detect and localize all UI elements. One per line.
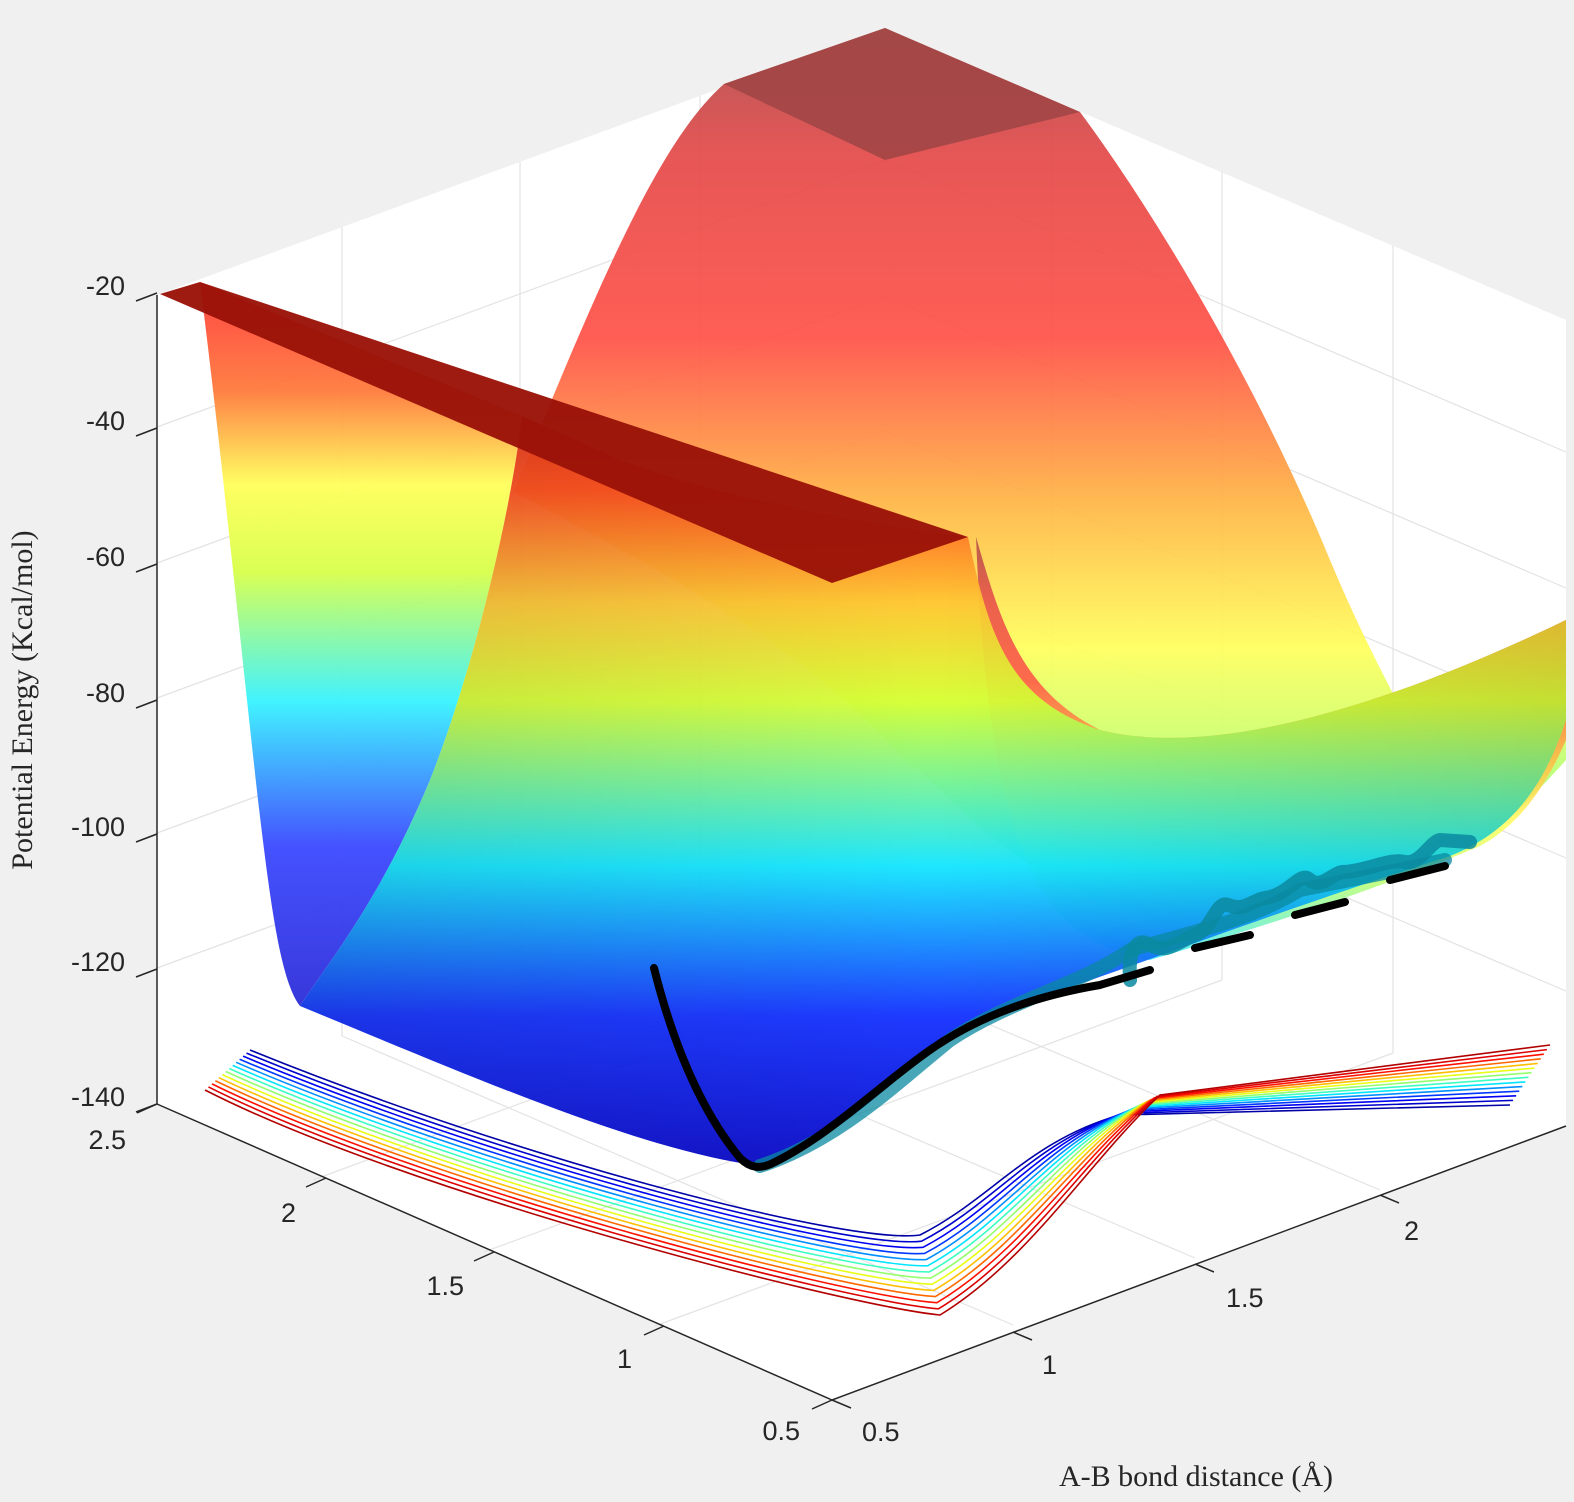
contour-line [228,1067,1529,1273]
axis-tick [811,1399,833,1410]
z-tick-label: -60 [86,542,125,572]
y-tick-label: 1 [617,1344,632,1374]
axis-tick [136,1103,158,1114]
axis-ticks [135,292,1400,1410]
contour-line [208,1048,1548,1310]
contour-line [215,1058,1541,1298]
axis-tick [135,563,158,573]
contour-line [225,1070,1532,1279]
z-tick-label: -140 [71,1082,125,1112]
axis-tick [135,699,158,709]
contour-line [211,1053,1544,1304]
energy-surface [160,28,1566,1166]
z-tick-label: -80 [86,678,125,708]
x-tick-label: 1 [1042,1350,1057,1380]
contour-line [242,1055,1517,1249]
z-tick-label: -20 [86,271,125,301]
axis-tick [1379,1194,1400,1204]
z-tick-label: -40 [86,406,125,436]
surface-top-edge [160,282,968,583]
axis-tick [135,833,158,843]
contour-line [232,1064,1526,1267]
x-tick-label: 1.5 [1226,1283,1264,1313]
contour-line [249,1049,1511,1237]
contour-line [239,1058,1520,1255]
x-tick-label: 0.5 [862,1417,900,1447]
trajectory-line [650,862,1449,1171]
axis-tick [643,1325,665,1336]
axis-tick [305,1177,327,1188]
surface-shading [300,416,1566,1166]
axis-tick [1194,1263,1215,1273]
trajectory [650,832,1477,1173]
axis-tick [1012,1331,1033,1341]
z-tick-label: -100 [71,812,125,842]
y-tick-labels: 0.5 1 1.5 2 2.5 [88,1125,800,1446]
contour-line [235,1061,1523,1261]
contour-line [246,1052,1514,1243]
x-tick-labels: 0.5 1 1.5 2 [862,1216,1419,1447]
axis-tick [831,1399,852,1409]
z-tick-label: -120 [71,947,125,977]
y-tick-label: 1.5 [426,1271,464,1301]
surface-left-wall [200,282,522,1006]
axis-tick [135,427,158,437]
x-axis-label: A-B bond distance (Å) [1059,1460,1333,1493]
surface-top-plateau [724,28,1080,160]
contour-line [204,1044,1551,1316]
axis-tick [135,968,158,978]
y-tick-label: 2.5 [88,1125,126,1155]
axis-tick [473,1251,495,1262]
y-tick-label: 2 [281,1198,296,1228]
surface-back-ridge [514,28,1566,940]
axis-tick [135,292,158,302]
z-axis-label: Potential Energy (Kcal/mol) [6,530,39,869]
y-tick-label: 0.5 [762,1416,800,1446]
contour-line [218,1062,1538,1292]
trajectory-wiggle [1122,832,1477,987]
contour-lines [204,1044,1551,1316]
z-tick-labels: -20 -40 -60 -80 -100 -120 -140 [71,271,125,1112]
x-tick-label: 2 [1404,1216,1419,1246]
contour-line [221,1067,1535,1286]
